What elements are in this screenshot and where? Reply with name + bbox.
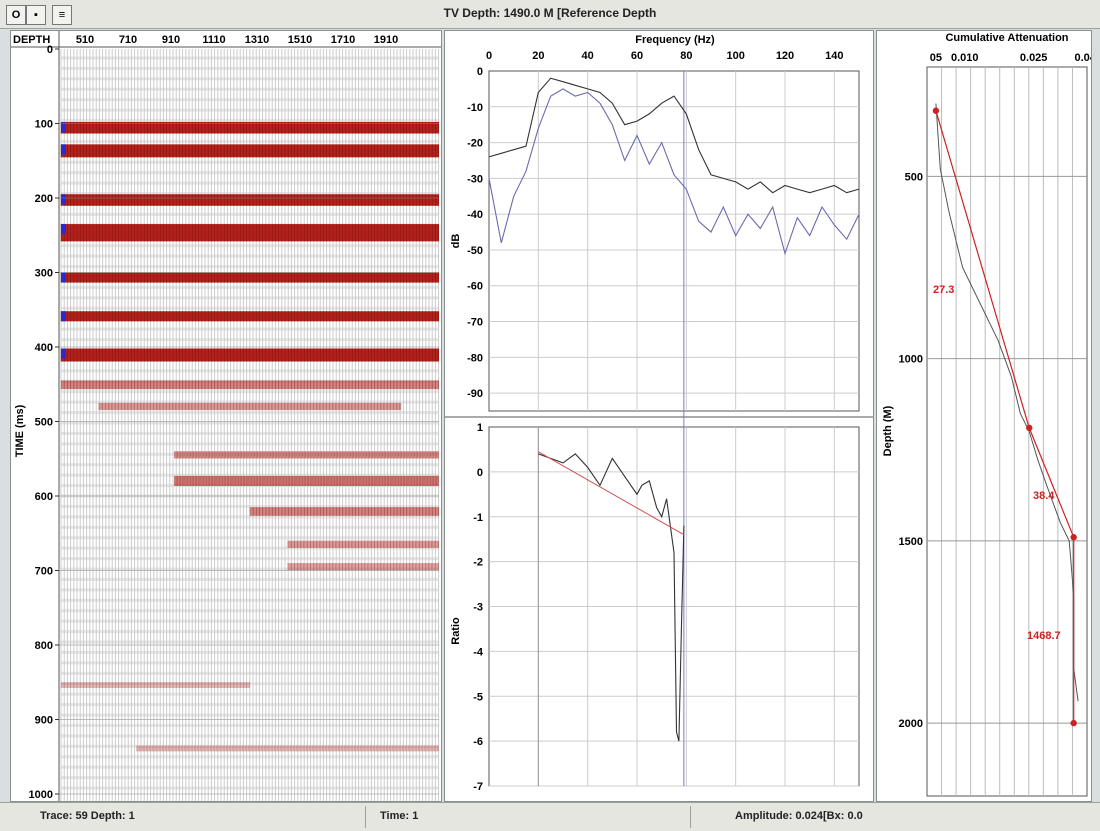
depth-axis-label: Depth (M)	[882, 405, 894, 456]
attenuation-value-label: 38.4	[1033, 490, 1055, 502]
ratio-tick-label: -4	[473, 646, 484, 658]
ratio-tick-label: -2	[473, 557, 483, 569]
seismic-panel[interactable]: DEPTH TIME (ms) 510 710 910 1110 1310 1510 171…	[10, 30, 442, 802]
depth-tick-label: 1310	[245, 34, 269, 46]
seismic-section[interactable]: DEPTH TIME (ms) 510 710 910 1110 1310 1510 171…	[11, 31, 441, 801]
frequency-tick-label: 140	[825, 50, 843, 62]
attenuation-plot[interactable]: Cumulative Attenuation Depth (M) 05 0.010…	[877, 31, 1100, 801]
ratio-tick-label: 0	[477, 467, 483, 479]
spectrum-a-line	[488, 77, 860, 194]
depth-tick-label: 1910	[374, 34, 398, 46]
db-tick-label: -70	[467, 317, 483, 329]
fit-point	[1070, 534, 1077, 541]
open-button[interactable]: O	[6, 5, 26, 25]
spectral-ratio-line	[538, 453, 685, 742]
ratio-tick-label: -3	[473, 602, 483, 614]
depth-tick-label: 1510	[288, 34, 312, 46]
time-tick-label: 700	[35, 566, 53, 578]
fit-point	[1070, 719, 1077, 727]
attenuation-tick-label: 0.025	[1020, 52, 1048, 64]
attenuation-value-label: 27.3	[933, 284, 954, 296]
frequency-tick-label: 80	[680, 50, 692, 62]
ratio-tick-label: -1	[473, 512, 483, 524]
depth-tick-label: 510	[76, 34, 94, 46]
status-amplitude: Amplitude: 0.024[Bx: 0.0	[735, 810, 863, 822]
db-axis-label: dB	[450, 234, 462, 249]
save-button[interactable]: ▪	[26, 5, 46, 25]
ratio-tick-label: -7	[473, 781, 483, 793]
fit-attenuation-line	[935, 110, 1075, 724]
time-tick-label: 0	[47, 44, 53, 56]
db-tick-label: -80	[467, 352, 483, 364]
time-axis-label: TIME (ms)	[14, 404, 26, 457]
frequency-axis-label: Frequency (Hz)	[635, 34, 715, 46]
settings-button[interactable]: ≡	[52, 5, 72, 25]
time-tick-label: 900	[35, 715, 53, 727]
attenuation-tick-label: 05	[930, 52, 942, 64]
time-tick-label: 800	[35, 640, 53, 652]
db-tick-label: -20	[467, 138, 483, 150]
depth-tick-label: 2000	[899, 718, 923, 730]
frequency-tick-label: 40	[582, 50, 594, 62]
time-tick-label: 400	[35, 342, 53, 354]
ratio-tick-label: -6	[473, 736, 483, 748]
depth-tick-label: 910	[162, 34, 180, 46]
attenuation-tick-label: 0.04(	[1074, 52, 1091, 64]
depth-tick-label: 1110	[202, 34, 225, 46]
db-tick-label: -30	[467, 173, 483, 185]
attenuation-panel[interactable]: Cumulative Attenuation Depth (M) 05 0.010…	[876, 30, 1100, 802]
spectrum-plots[interactable]: Frequency (Hz) dB Ratio 0 20 40 60 80 100 120 1…	[445, 31, 873, 801]
time-tick-label: 200	[35, 193, 53, 205]
frequency-tick-label: 120	[776, 50, 794, 62]
time-tick-label: 600	[35, 491, 53, 503]
seismic-traces	[60, 49, 440, 801]
spectrum-panel[interactable]: Frequency (Hz) dB Ratio 0 20 40 60 80 100 120 1…	[444, 30, 874, 802]
measured-attenuation-line	[935, 103, 1079, 702]
ratio-tick-label: 1	[477, 422, 483, 434]
title-bar: O ▪ ≡ TV Depth: 1490.0 M [Reference Dept…	[0, 0, 1100, 29]
db-tick-label: -50	[467, 245, 483, 257]
time-tick-label: 100	[35, 119, 53, 131]
frequency-tick-label: 20	[532, 50, 544, 62]
depth-tick-label: 1710	[331, 34, 355, 46]
depth-corner-label: DEPTH	[13, 34, 50, 46]
depth-tick-label: 1500	[899, 536, 923, 548]
time-tick-label: 500	[35, 417, 53, 429]
spectrum-b-line	[488, 88, 860, 256]
ratio-fit-line	[538, 451, 685, 536]
db-tick-label: -40	[467, 209, 483, 221]
fit-point	[1026, 424, 1033, 432]
status-time: Time: 1	[380, 810, 419, 822]
depth-tick-label: 710	[119, 34, 137, 46]
frequency-tick-label: 100	[726, 50, 744, 62]
time-tick-label: 1000	[29, 789, 53, 801]
frequency-tick-label: 0	[486, 50, 492, 62]
status-bar: Trace: 59 Depth: 1 Time: 1 Amplitude: 0.…	[0, 802, 1100, 831]
depth-tick-label: 500	[905, 171, 923, 183]
status-trace: Trace: 59 Depth: 1	[40, 810, 135, 822]
window-title: TV Depth: 1490.0 M [Reference Depth	[443, 6, 657, 20]
depth-tick-label: 1000	[899, 354, 923, 366]
db-tick-label: 0	[477, 66, 483, 78]
fit-point	[932, 107, 940, 114]
attenuation-tick-label: 0.010	[951, 52, 979, 64]
db-tick-label: -10	[467, 102, 483, 114]
db-tick-label: -90	[467, 388, 483, 400]
ratio-tick-label: -5	[473, 691, 483, 703]
frequency-tick-label: 60	[631, 50, 643, 62]
db-tick-label: -60	[467, 281, 483, 293]
ratio-axis-label: Ratio	[450, 617, 462, 645]
attenuation-value-label: 1468.7	[1027, 630, 1061, 642]
time-tick-label: 300	[35, 268, 53, 280]
attenuation-title: Cumulative Attenuation	[945, 32, 1068, 44]
